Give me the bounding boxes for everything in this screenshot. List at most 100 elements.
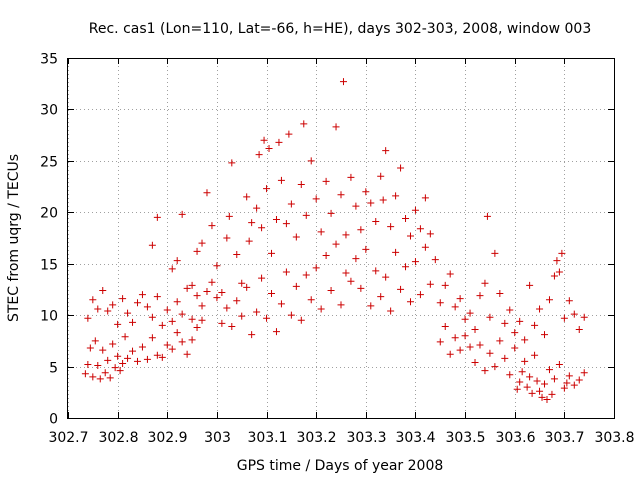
data-point	[461, 332, 469, 340]
x-axis-label: GPS time / Days of year 2008	[237, 458, 444, 474]
data-point	[203, 189, 211, 197]
data-point	[225, 212, 233, 220]
data-point	[163, 341, 171, 349]
data-point	[223, 234, 231, 242]
y-tick-label: 0	[49, 412, 58, 428]
data-point	[471, 358, 479, 366]
data-point	[456, 295, 464, 303]
data-point	[248, 219, 256, 227]
grid-lines	[68, 58, 615, 419]
data-point	[96, 375, 104, 383]
data-point	[297, 181, 305, 189]
data-point	[193, 247, 201, 255]
data-point	[317, 305, 325, 313]
data-point	[516, 317, 524, 325]
data-point	[148, 313, 156, 321]
data-point	[397, 285, 405, 293]
data-point	[193, 323, 201, 331]
y-tick-labels: 0 5 10 15 20 25 30 35	[40, 52, 58, 428]
data-point	[506, 306, 514, 314]
data-point	[426, 280, 434, 288]
data-point	[392, 192, 400, 200]
data-point	[168, 265, 176, 273]
data-point	[402, 263, 410, 271]
x-tick-label: 303.8	[594, 430, 634, 446]
x-tick-label: 303	[204, 430, 231, 446]
data-point	[441, 281, 449, 289]
data-point	[114, 320, 122, 328]
data-point	[481, 279, 489, 287]
data-point	[322, 177, 330, 185]
data-point	[377, 172, 385, 180]
data-point	[119, 359, 127, 367]
data-point	[153, 351, 161, 359]
data-point	[114, 352, 122, 360]
data-point	[496, 290, 504, 298]
x-tick-label: 303.5	[445, 430, 485, 446]
data-point	[387, 223, 395, 231]
data-point	[233, 250, 241, 258]
data-point	[372, 218, 380, 226]
data-point	[456, 346, 464, 354]
data-point	[91, 337, 99, 345]
data-point	[471, 326, 479, 334]
x-tick-label: 302.9	[147, 430, 187, 446]
data-point	[466, 309, 474, 317]
data-point	[526, 373, 534, 381]
data-point	[506, 371, 514, 379]
data-point	[332, 240, 340, 248]
data-point	[555, 361, 563, 369]
data-point	[109, 301, 117, 309]
data-point	[238, 312, 246, 320]
data-point	[545, 366, 553, 374]
data-point	[555, 268, 563, 276]
data-point	[104, 307, 112, 315]
data-point	[84, 314, 92, 322]
data-point	[188, 281, 196, 289]
data-point	[426, 230, 434, 238]
data-point	[258, 274, 266, 282]
data-point	[253, 308, 261, 316]
data-point	[575, 326, 583, 334]
x-tick-label: 303.3	[346, 430, 386, 446]
data-point	[543, 395, 551, 403]
data-point	[277, 300, 285, 308]
x-tick-label: 303.6	[495, 430, 535, 446]
x-tick-label: 303.2	[296, 430, 336, 446]
data-point	[332, 123, 340, 131]
data-point	[282, 220, 290, 228]
data-point	[188, 336, 196, 344]
data-point	[377, 293, 385, 301]
data-point	[362, 188, 370, 196]
data-point	[183, 284, 191, 292]
data-point	[111, 364, 119, 372]
data-point	[431, 256, 439, 264]
y-tick-label: 5	[49, 361, 58, 377]
data-point	[538, 393, 546, 401]
data-point	[565, 372, 573, 380]
data-point	[297, 316, 305, 324]
data-point	[89, 373, 97, 381]
data-point	[486, 313, 494, 321]
data-point	[548, 390, 556, 398]
data-point	[516, 378, 524, 386]
data-point	[148, 334, 156, 342]
y-tick-label: 15	[40, 258, 58, 274]
data-point	[483, 212, 491, 220]
data-point	[367, 302, 375, 310]
data-point	[436, 338, 444, 346]
data-point	[501, 354, 509, 362]
data-point	[208, 222, 216, 230]
data-point	[486, 349, 494, 357]
data-point	[347, 173, 355, 181]
data-point	[521, 336, 529, 344]
x-tick-labels: 302.7 302.8 302.9 303 303.1 303.2 303.3 303.4 30…	[48, 430, 634, 446]
data-point	[143, 303, 151, 311]
data-point	[272, 215, 280, 223]
data-point	[531, 321, 539, 329]
data-point	[575, 376, 583, 384]
data-point	[94, 305, 102, 313]
data-point	[446, 350, 454, 358]
data-point	[406, 232, 414, 240]
